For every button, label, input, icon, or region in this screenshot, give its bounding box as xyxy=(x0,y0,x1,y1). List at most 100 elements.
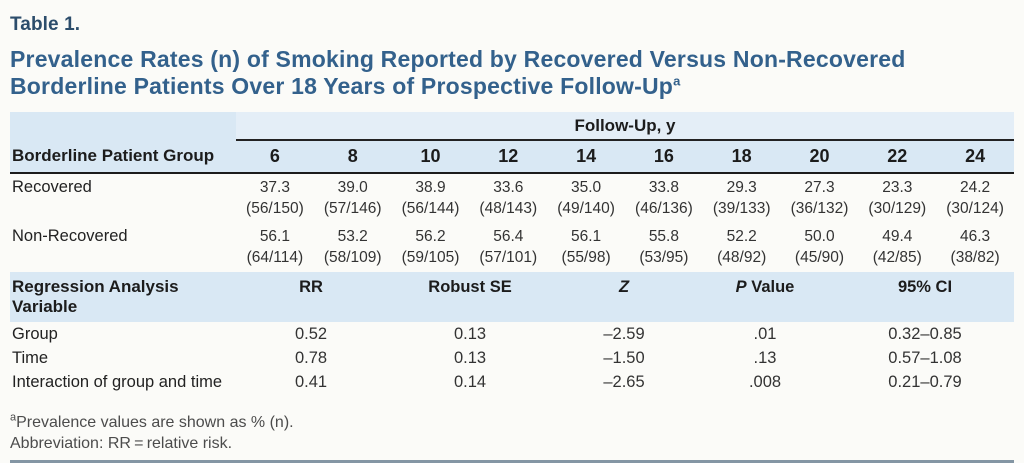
table-title-superscript: a xyxy=(673,73,681,89)
fu-count: (57/146) xyxy=(323,200,382,218)
fu-value: 56.1 xyxy=(259,228,290,246)
reg-cell: –1.50 xyxy=(603,349,645,368)
fu-cell: 29.3 (39/133) xyxy=(703,174,781,223)
reg-cell: –2.59 xyxy=(603,325,645,344)
reg-cell: 0.13 xyxy=(453,325,487,344)
reg-cell: 0.41 xyxy=(294,373,328,392)
reg-header-variable: Regression Analysis Variable xyxy=(10,272,236,323)
fu-cell: 55.8 (53/95) xyxy=(625,223,703,272)
fu-value: 56.2 xyxy=(415,228,446,246)
fu-col-header: 14 xyxy=(547,141,625,175)
fu-cell: 33.6 (48/143) xyxy=(469,174,547,223)
fu-cell: 33.8 (46/136) xyxy=(625,174,703,223)
fu-cell: 46.3 (38/82) xyxy=(936,223,1014,272)
fu-col-header: 10 xyxy=(391,141,470,175)
fu-value: 55.8 xyxy=(648,228,679,246)
fu-cell: 56.4 (57/101) xyxy=(469,223,547,272)
fu-col-header: 12 xyxy=(469,141,548,175)
reg-cell: 0.21–0.79 xyxy=(888,373,962,392)
fu-value: 35.0 xyxy=(571,179,602,197)
fu-col-header: 8 xyxy=(313,141,392,175)
footnote-abbreviation: Abbreviation: RR = relative risk. xyxy=(10,435,233,453)
fu-count: (38/82) xyxy=(950,249,1000,267)
fu-value: 37.3 xyxy=(259,179,290,197)
fu-count: (36/132) xyxy=(790,200,849,218)
fu-count: (45/90) xyxy=(794,249,845,267)
reg-cell: 0.13 xyxy=(453,349,487,368)
table-title: Prevalence Rates (n) of Smoking Reported… xyxy=(10,46,1014,100)
fu-cell: 56.1 (55/98) xyxy=(547,223,625,272)
fu-cell: 35.0 (49/140) xyxy=(547,174,625,223)
fu-value: 29.3 xyxy=(726,179,757,197)
fu-cell: 53.2 (58/109) xyxy=(314,223,392,272)
reg-header-rr: RR xyxy=(236,272,386,323)
followup-table: Follow-Up, y Borderline Patient Group 6 … xyxy=(10,112,1014,272)
fu-count: (57/101) xyxy=(479,249,538,267)
fu-value: 33.8 xyxy=(648,179,679,197)
fu-cell: 49.4 (42/85) xyxy=(858,223,936,272)
table-title-line1: Prevalence Rates (n) of Smoking Reported… xyxy=(10,45,906,72)
fu-value: 23.3 xyxy=(882,179,913,197)
fu-count: (30/124) xyxy=(946,200,1004,218)
fu-count: (53/95) xyxy=(639,249,689,267)
fu-value: 56.4 xyxy=(493,228,524,246)
fu-value: 50.0 xyxy=(804,228,835,246)
fu-count: (30/129) xyxy=(868,200,927,218)
fu-col-header: 22 xyxy=(858,141,937,175)
followup-header-spacer xyxy=(10,112,236,142)
fu-count: (42/85) xyxy=(872,249,922,267)
reg-cell: 0.78 xyxy=(294,349,328,368)
fu-value: 39.0 xyxy=(337,179,368,197)
fu-cell: 50.0 (45/90) xyxy=(781,223,859,272)
fu-value: 49.4 xyxy=(882,228,913,246)
reg-header-z: Z xyxy=(554,272,694,323)
fu-col-header: 20 xyxy=(780,141,859,175)
fu-col-header: 6 xyxy=(236,141,314,175)
reg-row-label: Group xyxy=(12,325,58,344)
footnotes: aPrevalence values are shown as % (n). A… xyxy=(10,412,1014,454)
fu-row-label: Recovered xyxy=(12,178,92,197)
reg-header-robust-se: Robust SE xyxy=(386,272,554,323)
reg-cell: .01 xyxy=(753,325,777,344)
fu-cell: 56.2 (59/105) xyxy=(392,223,470,272)
fu-row-label: Non-Recovered xyxy=(12,227,128,246)
fu-cell: 56.1 (64/114) xyxy=(236,223,314,272)
reg-cell: 0.32–0.85 xyxy=(888,325,962,344)
reg-row-label: Interaction of group and time xyxy=(12,373,223,392)
fu-value: 38.9 xyxy=(415,179,446,197)
fu-cell: 52.2 (48/92) xyxy=(703,223,781,272)
fu-count: (56/150) xyxy=(246,200,304,218)
fu-col-header: 16 xyxy=(625,141,703,175)
fu-value: 46.3 xyxy=(960,228,991,246)
fu-value: 56.1 xyxy=(571,228,602,246)
fu-count: (58/109) xyxy=(323,249,382,267)
fu-value: 33.6 xyxy=(493,179,524,197)
fu-count: (59/105) xyxy=(401,249,460,267)
fu-count: (49/140) xyxy=(557,200,615,218)
fu-cell: 24.2 (30/124) xyxy=(936,174,1014,223)
fu-count: (39/133) xyxy=(712,200,771,218)
reg-row-label: Time xyxy=(12,349,49,368)
reg-header-ci: 95% CI xyxy=(836,272,1014,323)
reg-cell: 0.57–1.08 xyxy=(888,349,962,368)
footnote-prevalence-text: Prevalence values are shown as % (n). xyxy=(16,414,294,432)
fu-count: (48/92) xyxy=(717,249,767,267)
reg-header-p-value: P Value xyxy=(694,272,836,323)
fu-cell: 38.9 (56/144) xyxy=(392,174,470,223)
fu-count: (46/136) xyxy=(635,200,693,218)
reg-cell: 0.52 xyxy=(294,325,328,344)
regression-table: Regression Analysis Variable RR Robust S… xyxy=(10,272,1014,394)
fu-value: 27.3 xyxy=(804,179,835,197)
fu-cell: 39.0 (57/146) xyxy=(314,174,392,223)
reg-cell: .13 xyxy=(753,349,777,368)
row-group-header: Borderline Patient Group xyxy=(10,141,236,175)
fu-cell: 27.3 (36/132) xyxy=(781,174,859,223)
fu-value: 24.2 xyxy=(960,179,991,197)
fu-value: 52.2 xyxy=(726,228,757,246)
reg-cell: .008 xyxy=(748,373,782,392)
table-label: Table 1. xyxy=(10,14,81,35)
reg-cell: 0.14 xyxy=(453,373,487,392)
reg-cell: –2.65 xyxy=(603,373,645,392)
fu-value: 53.2 xyxy=(337,228,368,246)
